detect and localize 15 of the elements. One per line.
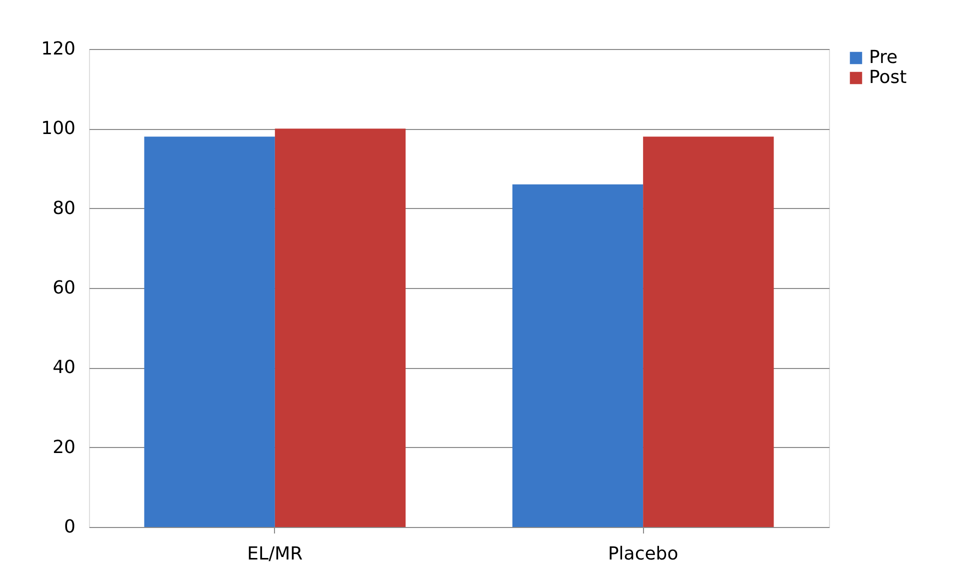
bar bbox=[274, 128, 406, 527]
bar bbox=[144, 136, 275, 527]
legend-label: Post bbox=[869, 67, 907, 88]
y-tick-label: 100 bbox=[41, 118, 76, 140]
y-tick-label: 80 bbox=[52, 198, 76, 219]
y-tick-label: 120 bbox=[41, 38, 76, 60]
y-tick-label: 40 bbox=[52, 357, 76, 378]
legend-label: Pre bbox=[869, 47, 898, 68]
y-tick-label: 0 bbox=[64, 516, 76, 538]
bar bbox=[643, 136, 774, 527]
x-tick-label: EL/MR bbox=[247, 544, 303, 564]
y-tick-label: 60 bbox=[52, 278, 76, 298]
y-tick-label: 20 bbox=[52, 436, 76, 458]
bar bbox=[512, 184, 644, 527]
x-tick-label: Placebo bbox=[608, 544, 678, 564]
